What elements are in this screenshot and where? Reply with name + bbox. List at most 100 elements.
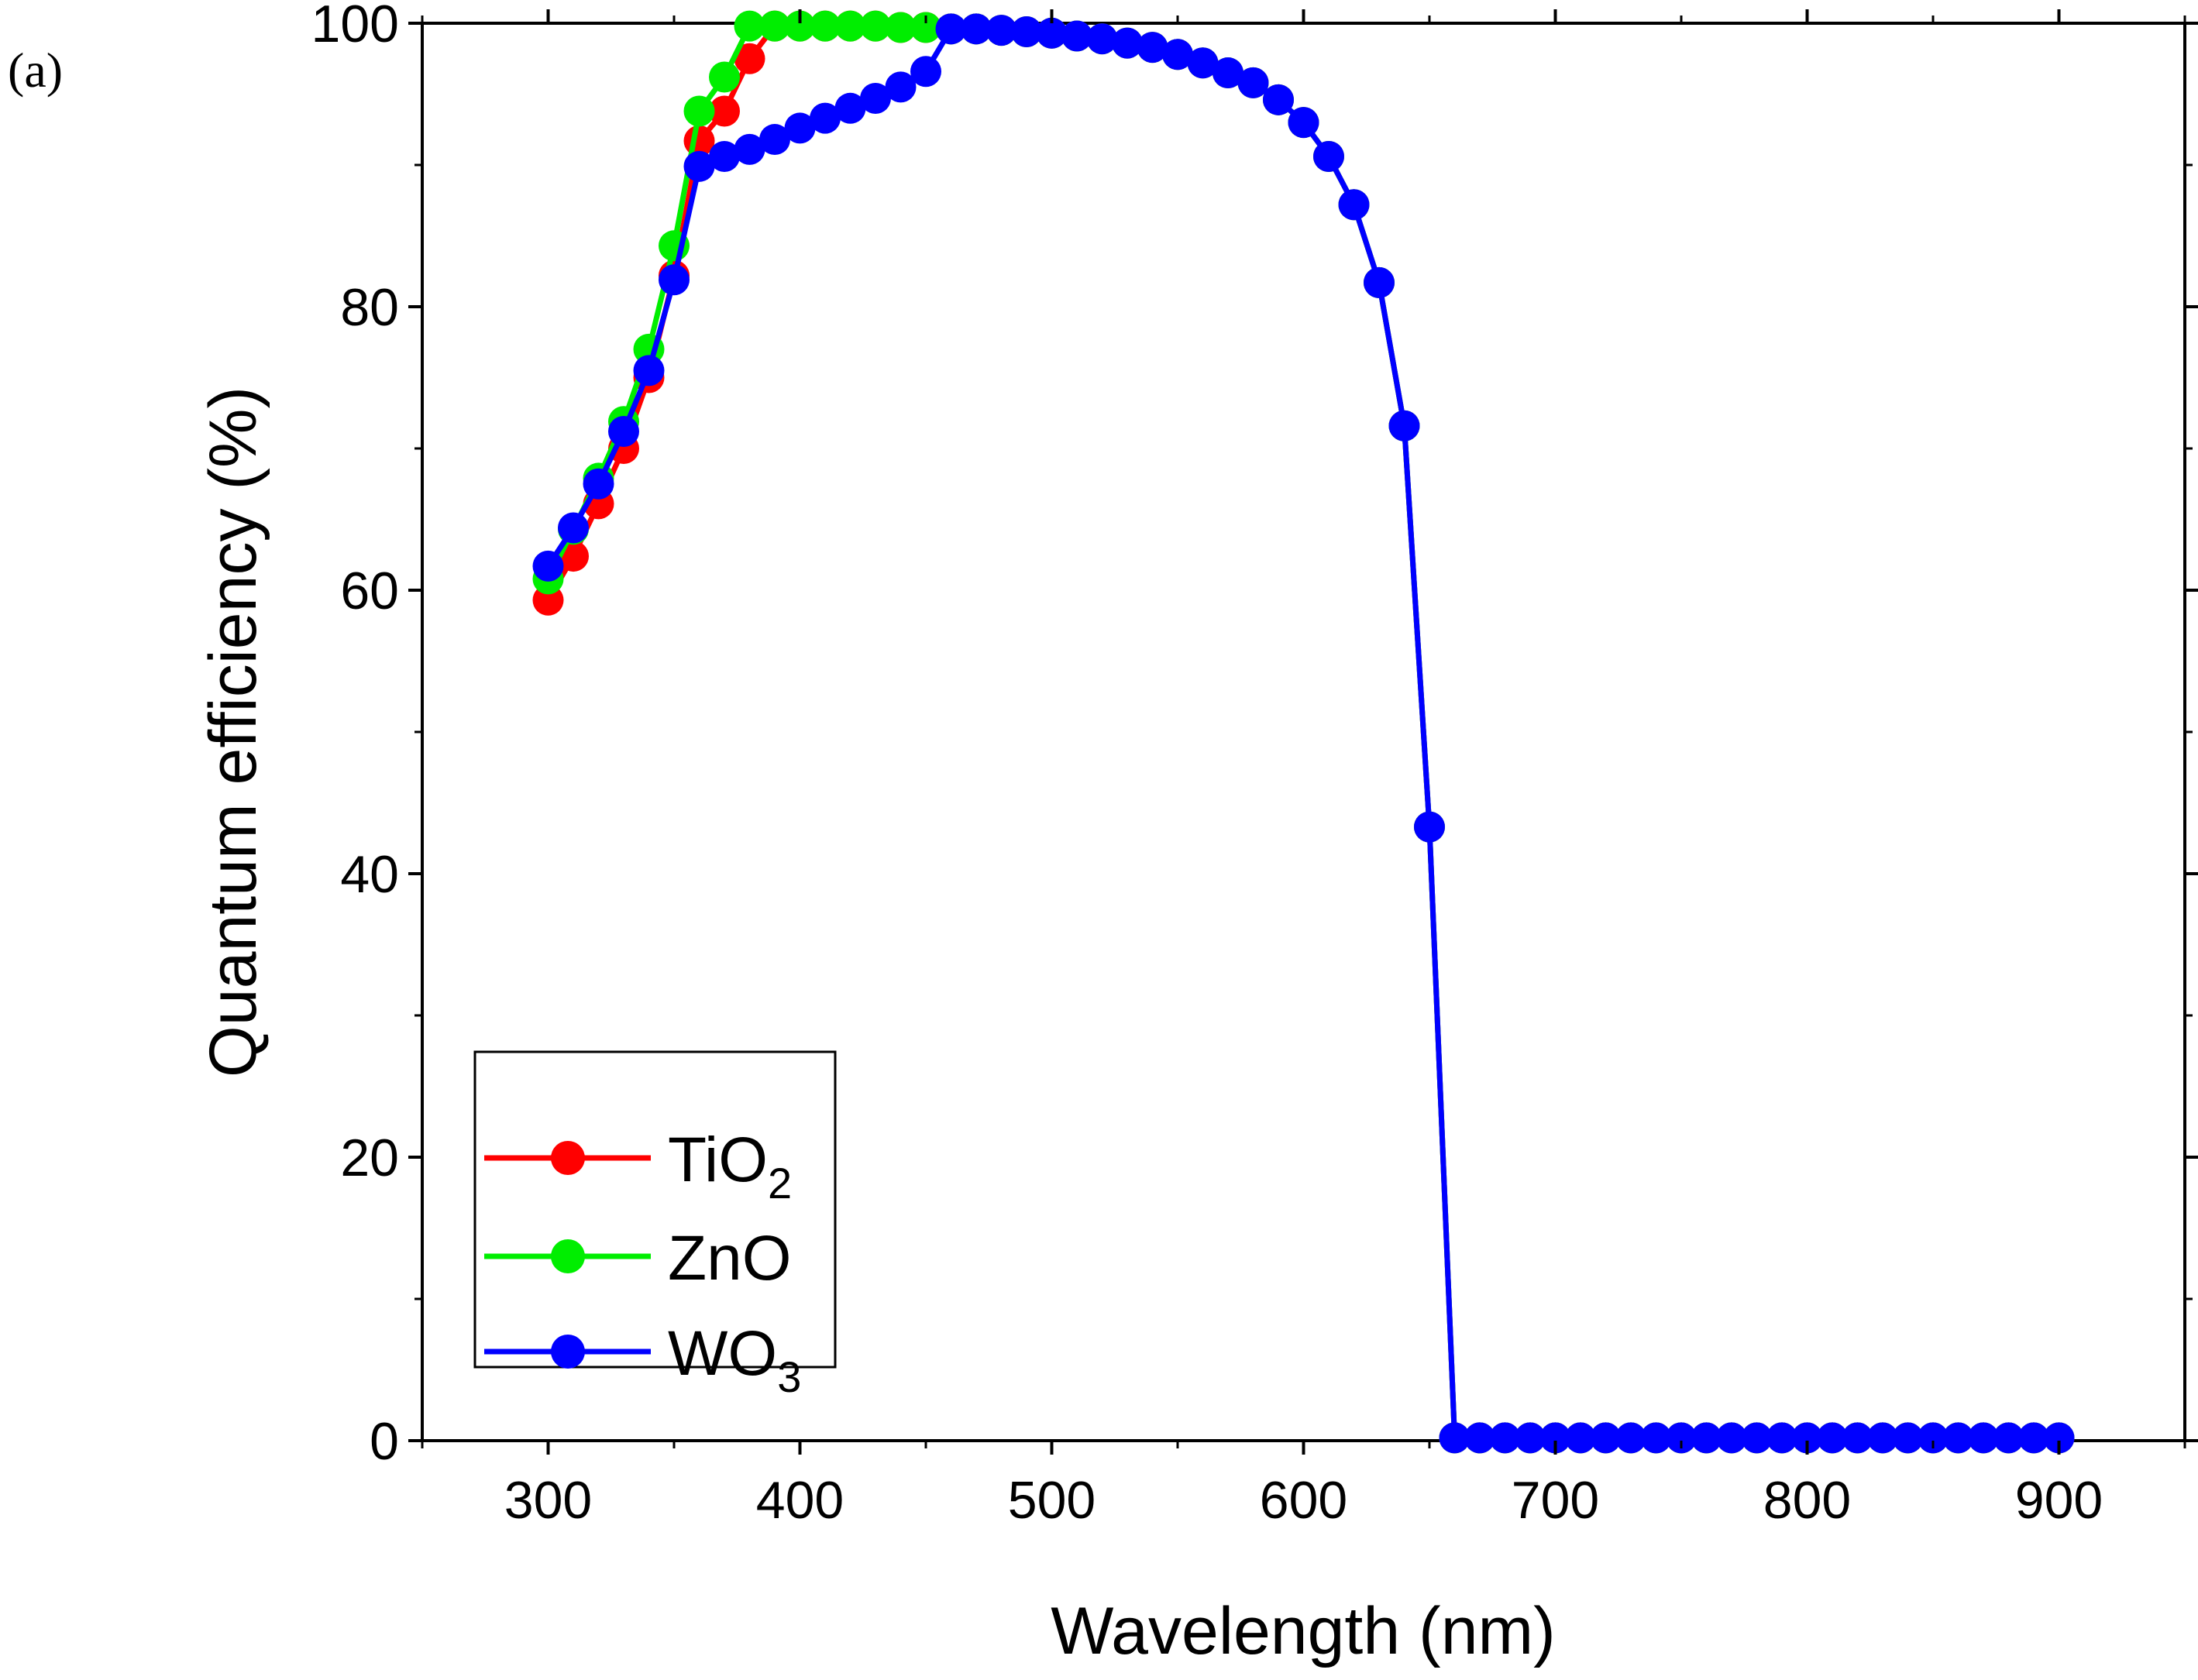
data-point-zno <box>759 10 790 42</box>
data-point-wo3 <box>558 512 589 544</box>
data-point-wo3 <box>1464 1422 1495 1454</box>
legend-swatch-marker <box>551 1335 585 1369</box>
y-tick-label: 100 <box>311 0 399 53</box>
series-layer <box>532 10 2075 1454</box>
data-point-wo3 <box>784 112 816 144</box>
data-point-wo3 <box>1213 57 1243 89</box>
data-point-zno <box>885 12 917 43</box>
legend-entry-wo3: WO3 <box>484 1318 801 1401</box>
data-point-wo3 <box>860 82 891 114</box>
x-tick-label: 500 <box>1008 1471 1096 1530</box>
y-tick-label: 0 <box>370 1412 399 1471</box>
data-point-wo3 <box>1640 1422 1672 1454</box>
data-point-zno <box>860 10 891 42</box>
data-point-tio2 <box>532 584 564 616</box>
data-point-wo3 <box>734 133 765 165</box>
data-point-wo3 <box>1918 1422 1949 1454</box>
data-point-wo3 <box>1137 32 1168 64</box>
series-wo3 <box>532 13 2075 1454</box>
data-point-wo3 <box>1263 84 1294 115</box>
data-point-wo3 <box>659 264 690 296</box>
legend-label-main: ZnO <box>668 1223 791 1293</box>
data-point-wo3 <box>1590 1422 1622 1454</box>
legend-label: TiO2 <box>668 1125 792 1208</box>
data-point-wo3 <box>759 124 790 156</box>
data-point-wo3 <box>709 141 740 173</box>
data-point-wo3 <box>1414 811 1445 843</box>
legend-label: WO3 <box>668 1318 801 1401</box>
data-point-wo3 <box>1993 1422 2024 1454</box>
x-tick-label: 800 <box>1763 1471 1851 1530</box>
data-point-wo3 <box>1766 1422 1797 1454</box>
data-point-wo3 <box>608 416 639 448</box>
data-point-wo3 <box>1515 1422 1546 1454</box>
data-point-wo3 <box>1942 1422 1974 1454</box>
data-point-wo3 <box>1338 189 1370 221</box>
data-point-zno <box>910 12 941 43</box>
data-point-wo3 <box>910 56 941 88</box>
tick-layer: 300 400 500 600 700 800 900 0 20 40 60 80 100 <box>311 0 2198 1530</box>
data-point-wo3 <box>1565 1422 1596 1454</box>
data-point-wo3 <box>1968 1422 1999 1454</box>
data-point-wo3 <box>1666 1422 1697 1454</box>
data-point-zno <box>810 10 841 42</box>
legend-label-subscript: 2 <box>768 1159 792 1208</box>
legend-swatch-marker <box>551 1141 585 1175</box>
legend-entry-zno: ZnO <box>484 1223 791 1293</box>
x-tick-label: 400 <box>756 1471 844 1530</box>
legend-swatch-marker <box>551 1239 585 1273</box>
data-point-wo3 <box>1086 23 1118 55</box>
data-point-wo3 <box>1716 1422 1747 1454</box>
data-point-wo3 <box>532 550 564 582</box>
data-point-wo3 <box>1791 1422 1823 1454</box>
data-point-wo3 <box>1615 1422 1646 1454</box>
data-point-wo3 <box>1439 1422 1470 1454</box>
panel-label: (a) <box>8 43 63 98</box>
data-point-wo3 <box>1817 1422 1848 1454</box>
data-point-wo3 <box>1388 410 1420 441</box>
data-point-zno <box>683 95 715 127</box>
y-tick-label: 80 <box>340 278 399 337</box>
data-point-zno <box>784 10 816 42</box>
data-point-wo3 <box>1842 1422 1873 1454</box>
legend-label-main: WO <box>668 1318 777 1389</box>
data-point-wo3 <box>1061 20 1092 52</box>
data-point-wo3 <box>1036 17 1068 49</box>
data-point-wo3 <box>961 13 992 45</box>
x-tick-label: 700 <box>1512 1471 1599 1530</box>
data-point-wo3 <box>1892 1422 1924 1454</box>
data-point-wo3 <box>1691 1422 1722 1454</box>
data-point-wo3 <box>2043 1422 2075 1454</box>
data-point-zno <box>709 61 740 93</box>
x-tick-label: 300 <box>504 1471 592 1530</box>
data-point-wo3 <box>583 468 614 500</box>
data-point-wo3 <box>1011 15 1042 47</box>
data-point-zno <box>734 10 765 42</box>
x-axis-title: Wavelength (nm) <box>1051 1594 1556 1668</box>
data-point-tio2 <box>709 95 740 127</box>
y-tick-label: 40 <box>340 845 399 904</box>
data-point-wo3 <box>1867 1422 1898 1454</box>
data-point-wo3 <box>1539 1422 1571 1454</box>
data-point-wo3 <box>834 92 866 124</box>
data-point-wo3 <box>1162 39 1193 70</box>
legend-entry-tio2: TiO2 <box>484 1125 792 1208</box>
data-point-zno <box>834 10 866 42</box>
y-tick-label: 60 <box>340 562 399 620</box>
legend-label-main: TiO <box>668 1125 768 1195</box>
data-point-wo3 <box>1288 107 1319 139</box>
data-point-wo3 <box>1187 47 1219 79</box>
legend-label: ZnO <box>668 1223 791 1293</box>
data-point-wo3 <box>810 102 841 134</box>
data-point-wo3 <box>1489 1422 1521 1454</box>
data-point-wo3 <box>885 71 917 103</box>
legend: TiO2 ZnO WO3 <box>473 1050 837 1401</box>
data-point-wo3 <box>1741 1422 1773 1454</box>
x-tick-label: 900 <box>2015 1471 2103 1530</box>
data-point-wo3 <box>1112 27 1143 59</box>
y-axis-title: Quantum efficiency (%) <box>196 387 270 1077</box>
data-point-wo3 <box>935 13 967 45</box>
data-point-wo3 <box>2018 1422 2049 1454</box>
y-tick-label: 20 <box>340 1129 399 1187</box>
data-point-wo3 <box>1364 266 1395 298</box>
